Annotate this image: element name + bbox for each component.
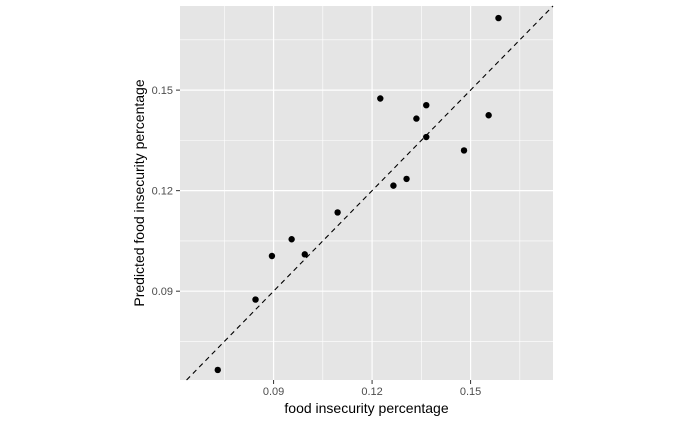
data-point	[413, 115, 420, 122]
x-tick-label: 0.12	[361, 386, 382, 398]
data-point	[252, 296, 259, 303]
plot-panel	[180, 6, 553, 380]
y-axis-ticks: 0.09 0.12 0.15	[152, 85, 180, 298]
x-tick-label: 0.09	[263, 386, 284, 398]
identity-reference-line	[186, 5, 554, 381]
x-axis-title: food insecurity percentage	[284, 400, 448, 416]
data-point	[485, 112, 492, 119]
data-points	[214, 14, 502, 374]
y-axis-title: Predicted food insecurity percentage	[131, 79, 147, 306]
y-tick-label: 0.12	[152, 186, 173, 198]
data-point	[268, 252, 276, 260]
data-point	[288, 236, 295, 243]
data-point	[377, 95, 384, 102]
data-point	[495, 14, 502, 22]
x-axis-ticks: 0.09 0.12 0.15	[263, 380, 481, 398]
data-point	[403, 175, 410, 183]
data-point	[214, 366, 221, 374]
minor-gridlines	[180, 6, 553, 380]
data-point	[423, 101, 430, 109]
data-point	[301, 251, 308, 258]
x-tick-label: 0.15	[460, 386, 481, 398]
data-point	[334, 209, 341, 216]
data-point	[423, 133, 430, 141]
data-point	[390, 182, 397, 189]
major-gridlines	[180, 6, 553, 380]
y-tick-label: 0.15	[152, 85, 173, 97]
y-tick-label: 0.09	[152, 286, 173, 298]
data-point	[460, 147, 468, 154]
